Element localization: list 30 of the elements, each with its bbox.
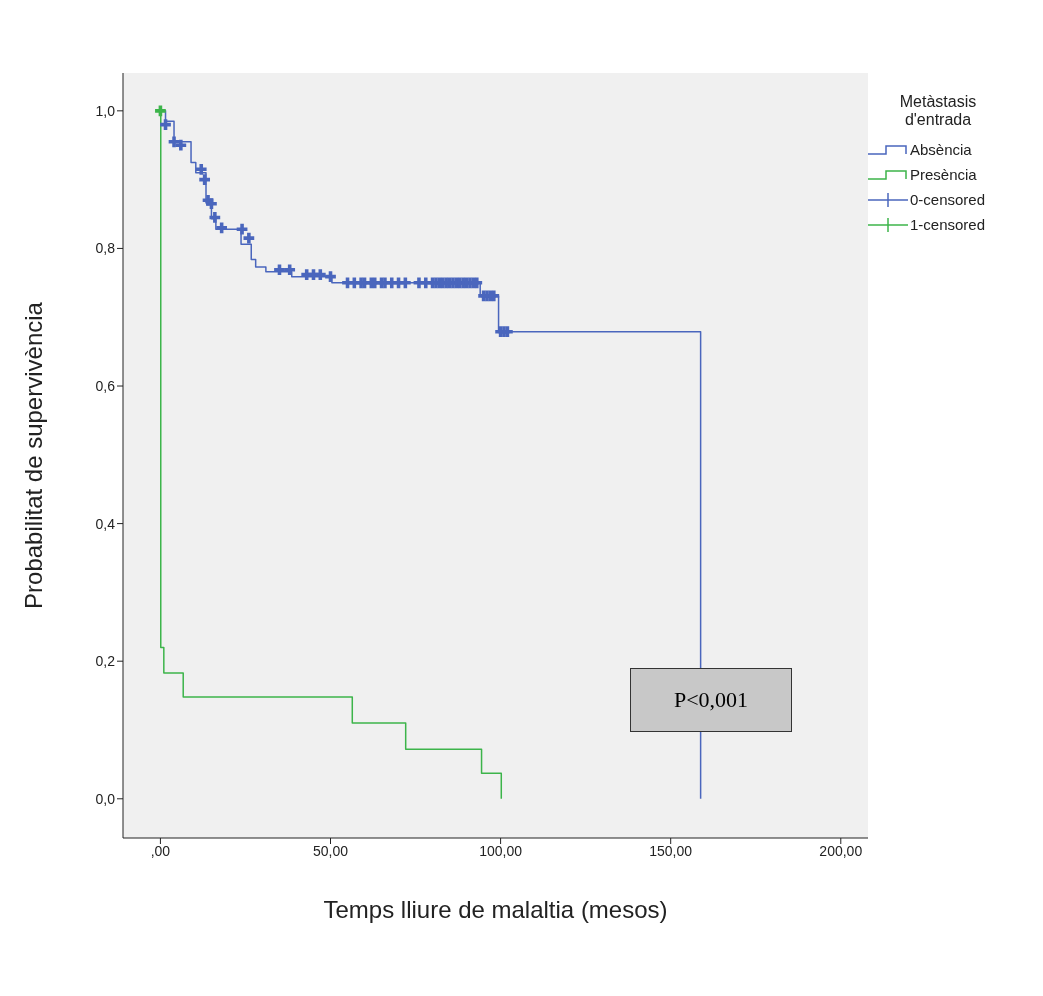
x-tick-label: 200,00 bbox=[819, 842, 863, 859]
x-axis-title: Temps lliure de malaltia (mesos) bbox=[323, 896, 668, 923]
legend-label: Absència bbox=[910, 141, 972, 158]
y-tick-label: 0,0 bbox=[95, 790, 116, 807]
y-tick-label: 0,6 bbox=[95, 377, 116, 394]
legend-label: Presència bbox=[910, 166, 977, 183]
y-axis-title: Probabilitat de supervivència bbox=[19, 301, 47, 609]
point bbox=[399, 277, 411, 289]
x-tick-label: 50,00 bbox=[312, 842, 349, 859]
point bbox=[284, 264, 296, 276]
point bbox=[216, 222, 228, 234]
x-tick-label: 150,00 bbox=[649, 842, 693, 859]
x-tick-label: ,00 bbox=[150, 842, 171, 859]
point bbox=[243, 232, 255, 244]
y-tick-label: 0,4 bbox=[95, 515, 116, 532]
y-tick-label: 1,0 bbox=[95, 102, 116, 119]
point bbox=[209, 212, 221, 223]
note-box: P<0,001 bbox=[630, 668, 792, 732]
point bbox=[236, 223, 248, 235]
legend-title: Metàstasis d'entrada bbox=[898, 93, 978, 129]
x-tick-label: 100,00 bbox=[479, 842, 523, 859]
legend-label: 0-censored bbox=[910, 191, 986, 208]
point bbox=[274, 264, 285, 276]
y-tick-label: 0,2 bbox=[95, 653, 116, 670]
y-tick-label: 0,8 bbox=[95, 240, 116, 257]
point bbox=[195, 163, 207, 175]
legend-label: 1-censored bbox=[910, 216, 986, 233]
point bbox=[175, 139, 187, 151]
point bbox=[168, 136, 180, 148]
point bbox=[155, 105, 166, 117]
